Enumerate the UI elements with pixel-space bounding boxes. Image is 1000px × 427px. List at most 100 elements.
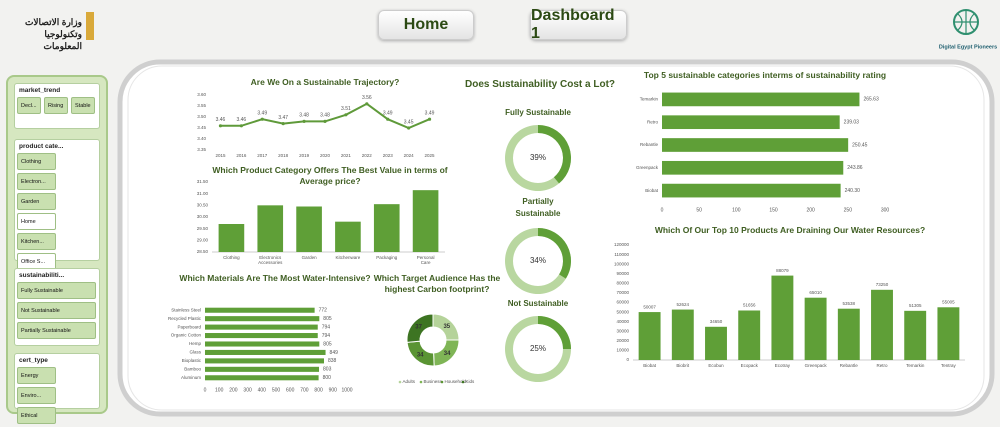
bar bbox=[662, 160, 844, 175]
bar bbox=[373, 204, 400, 252]
value-label: 50007 bbox=[643, 304, 656, 309]
bar bbox=[662, 115, 840, 130]
y-tick-label: 20000 bbox=[616, 338, 629, 343]
x-tick-label: 2022 bbox=[362, 153, 373, 158]
x-tick-label: 2021 bbox=[341, 153, 352, 158]
slicer-button[interactable]: Rising bbox=[44, 97, 68, 114]
y-tick-label: Aluminum bbox=[181, 375, 201, 380]
dashboard-button[interactable]: Dashboard 1 bbox=[530, 7, 627, 42]
chart-title: Top 5 sustainable categories interms of … bbox=[643, 70, 887, 80]
bar bbox=[335, 221, 361, 252]
x-tick-label: Biobrit bbox=[676, 363, 690, 368]
x-tick-label: Kitchenware bbox=[336, 255, 361, 260]
bar bbox=[205, 324, 318, 330]
legend-label: Kids bbox=[466, 379, 476, 384]
slice bbox=[406, 313, 434, 343]
y-tick-label: 3.40 bbox=[197, 136, 206, 141]
y-tick-label: Recycled Plastic bbox=[168, 316, 202, 321]
slicer-button[interactable]: Not Sustainable bbox=[17, 302, 96, 319]
value-label: 25% bbox=[530, 344, 546, 353]
x-tick-label: 600 bbox=[286, 387, 295, 393]
y-tick-label: 70000 bbox=[616, 290, 629, 295]
slicer-button[interactable]: Enviro... bbox=[17, 387, 56, 404]
bar bbox=[937, 307, 960, 360]
bar bbox=[205, 349, 326, 355]
y-tick-label: 80000 bbox=[616, 281, 629, 286]
slicer-button[interactable]: Electron... bbox=[17, 173, 56, 190]
chart-title: Which Materials Are The Most Water-Inten… bbox=[179, 273, 371, 283]
value-label: 55005 bbox=[942, 299, 955, 304]
slicer-button[interactable]: Decl... bbox=[17, 97, 41, 114]
slicer-button[interactable]: Ethical bbox=[17, 407, 56, 424]
y-tick-label: Biobat bbox=[645, 188, 659, 193]
value-label: 3.49 bbox=[383, 111, 393, 117]
value-label: 3.47 bbox=[278, 115, 288, 121]
value-label: 240.30 bbox=[845, 188, 861, 194]
bar bbox=[662, 138, 849, 152]
value-label: 265.63 bbox=[863, 97, 879, 103]
x-tick-label: 200 bbox=[806, 207, 815, 213]
x-tick-label: Clothing bbox=[223, 255, 240, 260]
bar bbox=[738, 310, 761, 360]
value-label: 250.45 bbox=[852, 142, 868, 148]
value-label: 3.56 bbox=[362, 95, 372, 101]
slicer-button[interactable]: Fully Sustainable bbox=[17, 282, 96, 299]
value-label: 772 bbox=[319, 308, 328, 314]
value-label: 3.49 bbox=[425, 111, 435, 117]
value-label: 3.46 bbox=[236, 117, 246, 123]
x-tick-label: 250 bbox=[844, 207, 853, 213]
value-label: 88079 bbox=[776, 268, 789, 273]
value-label: 65010 bbox=[809, 290, 822, 295]
chart-title: Does Sustainability Cost a Lot? bbox=[464, 79, 616, 90]
chart-title: Are We On a Sustainable Trajectory? bbox=[250, 77, 400, 87]
home-button[interactable]: Home bbox=[378, 10, 474, 40]
slicer-button[interactable]: Clothing bbox=[17, 153, 56, 170]
y-tick-label: 30000 bbox=[616, 328, 629, 333]
bar bbox=[705, 326, 727, 360]
value-label: 37 bbox=[415, 324, 422, 330]
slicer-button[interactable]: Energy bbox=[17, 367, 56, 384]
value-label: 34% bbox=[530, 256, 546, 265]
slicer-panel: market_trend Decl... Rising Stable product c… bbox=[6, 75, 108, 424]
y-tick-label: Stainless Steel bbox=[171, 307, 201, 312]
x-tick-label: 400 bbox=[258, 387, 267, 393]
y-tick-label: Bioplastic bbox=[182, 358, 202, 363]
point bbox=[323, 119, 327, 123]
x-tick-label: Ecopack bbox=[741, 363, 759, 368]
point bbox=[260, 117, 264, 121]
value-label: 849 bbox=[330, 350, 339, 356]
x-tick-label: Retro bbox=[876, 363, 888, 368]
y-tick-label: 3.60 bbox=[197, 92, 206, 97]
x-tick-label: Electronics Accessories bbox=[258, 255, 283, 265]
legend-swatch bbox=[398, 380, 402, 384]
value-label: 34 bbox=[417, 352, 424, 358]
y-tick-label: Greenpack bbox=[636, 165, 659, 170]
slicer-title: market_trend bbox=[19, 87, 61, 94]
legend-label: Business bbox=[424, 379, 443, 384]
slicer-button[interactable]: Home bbox=[17, 213, 56, 230]
x-tick-label: 2016 bbox=[236, 153, 247, 158]
category-label: Fully Sustainable bbox=[505, 108, 571, 117]
y-tick-label: Hemp bbox=[189, 341, 202, 346]
x-tick-label: 700 bbox=[300, 387, 309, 393]
slicer-button[interactable]: Kitchen... bbox=[17, 233, 56, 250]
slicer: sustainabiliti... Fully Sustainable Not Su… bbox=[14, 268, 100, 346]
point bbox=[427, 117, 432, 121]
bar bbox=[804, 297, 827, 360]
slicer: market_trend Decl... Rising Stable bbox=[14, 83, 100, 129]
slicer-button[interactable]: Stable bbox=[71, 97, 95, 114]
y-tick-label: Organic Cotton bbox=[171, 333, 202, 338]
slicer-button[interactable]: Garden bbox=[17, 193, 56, 210]
slicer-button[interactable]: Partially Sustainable bbox=[17, 322, 96, 339]
bar bbox=[205, 316, 320, 322]
value-label: 34650 bbox=[710, 319, 723, 324]
bar bbox=[205, 333, 318, 339]
y-tick-label: Rebantle bbox=[640, 142, 659, 147]
gauge-arc bbox=[538, 228, 571, 279]
x-tick-label: Greenpack bbox=[805, 363, 828, 368]
value-label: 34 bbox=[444, 351, 451, 357]
value-label: 803 bbox=[323, 367, 332, 373]
